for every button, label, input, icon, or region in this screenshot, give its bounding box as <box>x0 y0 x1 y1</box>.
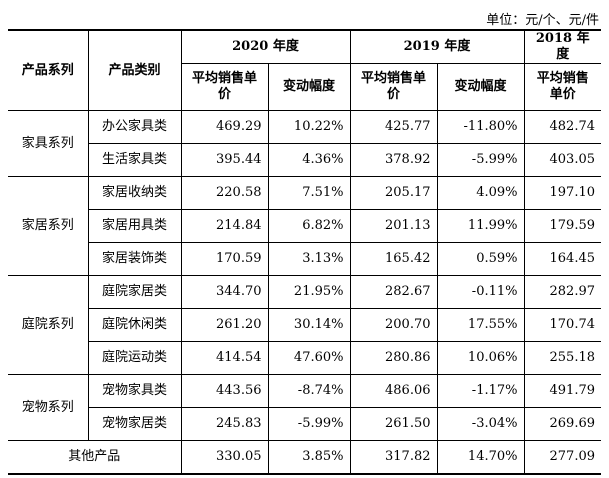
table-row: 家具系列 办公家具类 469.29 10.22% 425.77 -11.80% 482.74 <box>8 110 601 177</box>
category-cell: 家居收纳类 <box>87 176 182 210</box>
change-cell: 4.09% <box>436 176 525 210</box>
category-cell: 宠物家具类 <box>87 374 182 408</box>
header-avg-price: 平均销售单价 <box>523 63 601 111</box>
price-cell: 282.97 <box>523 275 601 309</box>
price-cell: 443.56 <box>180 374 269 408</box>
change-cell: 11.99% <box>436 209 525 243</box>
change-cell: 47.60% <box>267 341 351 375</box>
price-cell: 395.44 <box>180 143 269 177</box>
price-cell: 378.92 <box>349 143 438 177</box>
category-cell: 办公家具类 <box>87 110 182 144</box>
price-cell: 200.70 <box>349 308 438 342</box>
change-cell: 3.85% <box>267 440 351 475</box>
table-row: 家居系列 家居收纳类 220.58 7.51% 205.17 4.09% 197.10 <box>8 176 601 276</box>
price-cell: 269.69 <box>523 407 601 441</box>
table-row: 生活家具类 395.44 4.36% 378.92 -5.99% 403.05 <box>8 143 601 177</box>
change-cell: 4.36% <box>267 143 351 177</box>
table-row: 庭院休闲类 261.20 30.14% 200.70 17.55% 170.74 <box>8 308 601 342</box>
price-cell: 214.84 <box>180 209 269 243</box>
price-cell: 491.79 <box>523 374 601 408</box>
change-cell: -1.17% <box>436 374 525 408</box>
series-cell: 家居系列 <box>8 176 89 276</box>
price-cell: 280.86 <box>349 341 438 375</box>
price-cell: 330.05 <box>180 440 269 475</box>
price-cell: 170.74 <box>523 308 601 342</box>
category-cell: 家居用具类 <box>88 209 182 243</box>
category-cell: 庭院运动类 <box>88 341 182 375</box>
unit-note: 单位：元/个、元/件 <box>486 13 599 28</box>
price-cell: 482.74 <box>523 110 601 144</box>
header-year-2018: 2018 年度 <box>523 29 601 64</box>
table-row: 庭院系列 庭院家居类 344.70 21.95% 282.67 -0.11% 282.97 <box>8 275 601 375</box>
table-row: 宠物家居类 245.83 -5.99% 261.50 -3.04% 269.69 <box>8 407 601 441</box>
change-cell: 10.06% <box>436 341 525 375</box>
price-cell: 344.70 <box>180 275 269 309</box>
change-cell: 6.82% <box>267 209 351 243</box>
change-cell: 17.55% <box>436 308 525 342</box>
change-cell: -3.04% <box>436 407 525 441</box>
series-cell: 家具系列 <box>8 110 89 177</box>
price-cell: 255.18 <box>523 341 601 375</box>
change-cell: -8.74% <box>267 374 351 408</box>
price-cell: 197.10 <box>523 176 601 210</box>
change-cell: 7.51% <box>267 176 351 210</box>
change-cell: -11.80% <box>436 110 525 144</box>
header-year-2020: 2020 年度 <box>180 29 351 64</box>
series-cell: 庭院系列 <box>8 275 89 375</box>
price-cell: 261.20 <box>180 308 269 342</box>
table-row: 家居装饰类 170.59 3.13% 165.42 0.59% 164.45 <box>8 242 601 276</box>
price-cell: 469.29 <box>180 110 269 144</box>
table-body: 家具系列 办公家具类 469.29 10.22% 425.77 -11.80% 482.74… <box>8 110 601 475</box>
header-change: 变动幅度 <box>436 63 525 111</box>
header-change: 变动幅度 <box>267 63 351 111</box>
price-cell: 179.59 <box>523 209 601 243</box>
header-series: 产品系列 <box>8 29 89 111</box>
change-cell: 0.59% <box>436 242 525 276</box>
category-cell: 庭院休闲类 <box>88 308 182 342</box>
change-cell: 21.95% <box>267 275 351 309</box>
series-cell: 宠物系列 <box>8 374 89 441</box>
price-table: 产品系列 产品类别 2020 年度 2019 年度 2018 年度 平均销售单价… <box>8 29 601 475</box>
price-cell: 170.59 <box>180 242 269 276</box>
price-cell: 277.09 <box>523 440 601 475</box>
price-cell: 220.58 <box>180 176 269 210</box>
category-cell: 宠物家居类 <box>88 407 182 441</box>
change-cell: -0.11% <box>436 275 525 309</box>
header-avg-price: 平均销售单价 <box>349 63 438 111</box>
price-cell: 164.45 <box>523 242 601 276</box>
table-row: 庭院运动类 414.54 47.60% 280.86 10.06% 255.18 <box>8 341 601 375</box>
change-cell: 14.70% <box>436 440 525 475</box>
change-cell: 30.14% <box>267 308 351 342</box>
category-cell: 生活家具类 <box>88 143 182 177</box>
price-cell: 261.50 <box>349 407 438 441</box>
price-cell: 414.54 <box>180 341 269 375</box>
price-cell: 165.42 <box>349 242 438 276</box>
change-cell: -5.99% <box>436 143 525 177</box>
header-category: 产品类别 <box>87 29 182 111</box>
price-cell: 282.67 <box>349 275 438 309</box>
category-cell: 庭院家居类 <box>87 275 182 309</box>
price-cell: 425.77 <box>349 110 438 144</box>
price-cell: 403.05 <box>523 143 601 177</box>
header-avg-price: 平均销售单价 <box>181 63 269 111</box>
price-cell: 245.83 <box>180 407 269 441</box>
price-cell: 205.17 <box>349 176 438 210</box>
other-label: 其他产品 <box>8 440 182 475</box>
header-year-2019: 2019 年度 <box>349 29 525 64</box>
category-cell: 家居装饰类 <box>88 242 182 276</box>
table-row: 家居用具类 214.84 6.82% 201.13 11.99% 179.59 <box>8 209 601 243</box>
price-cell: 201.13 <box>349 209 438 243</box>
change-cell: -5.99% <box>267 407 351 441</box>
change-cell: 10.22% <box>267 110 351 144</box>
price-cell: 486.06 <box>349 374 438 408</box>
price-cell: 317.82 <box>349 440 438 475</box>
table-row-other: 其他产品 330.05 3.85% 317.82 14.70% 277.09 <box>8 440 601 475</box>
table-row: 宠物系列 宠物家具类 443.56 -8.74% 486.06 -1.17% 491.79 <box>8 374 601 441</box>
change-cell: 3.13% <box>267 242 351 276</box>
